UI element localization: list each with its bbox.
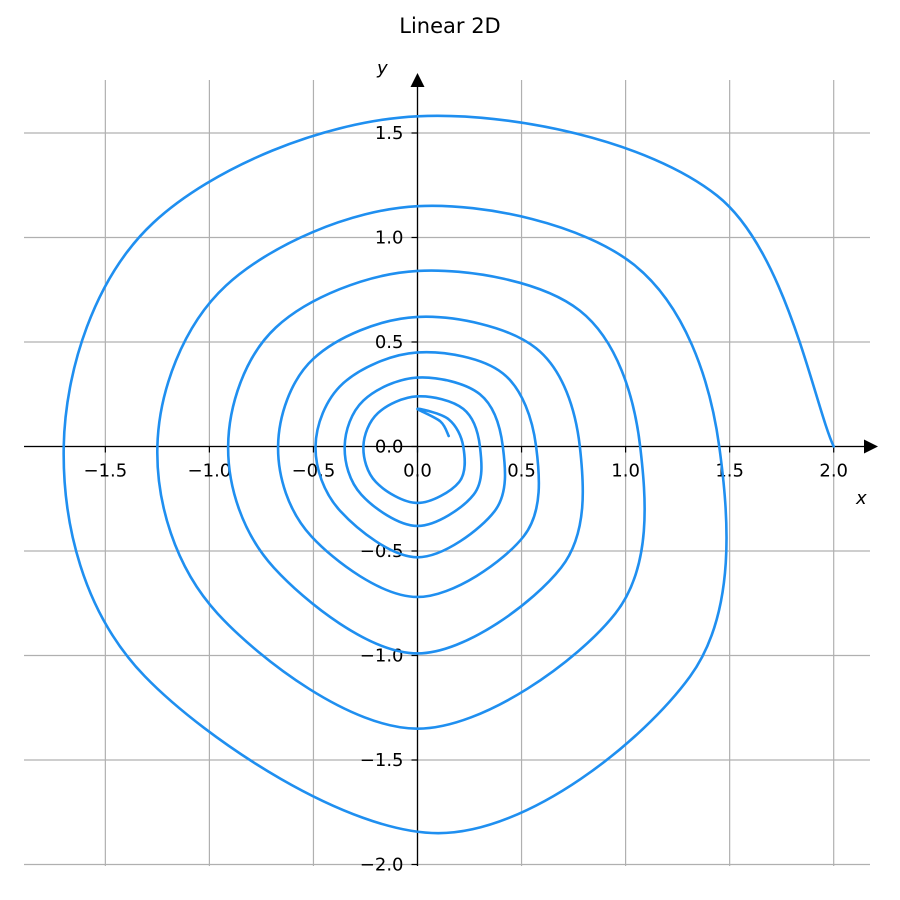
y-axis-label: y bbox=[376, 58, 388, 79]
y-tick-label: −1.0 bbox=[360, 646, 404, 667]
y-tick-label: −1.5 bbox=[360, 750, 404, 771]
x-tick-label: 1.5 bbox=[715, 461, 744, 482]
x-axis-arrow bbox=[864, 439, 878, 454]
x-tick-label: −1.0 bbox=[188, 461, 232, 482]
y-axis-arrow bbox=[410, 73, 425, 87]
y-tick-label: −0.5 bbox=[360, 541, 404, 562]
y-tick-label: 1.0 bbox=[375, 228, 404, 249]
axes bbox=[24, 73, 878, 866]
x-tick-label: 0.0 bbox=[403, 461, 432, 482]
x-tick-label: 1.0 bbox=[611, 461, 640, 482]
series-group bbox=[62, 114, 835, 835]
x-tick-label: 0.5 bbox=[507, 461, 536, 482]
grid-lines bbox=[24, 80, 870, 866]
spiral-series-line bbox=[62, 114, 835, 835]
y-tick-label: 0.5 bbox=[375, 332, 404, 353]
ticks: −1.5 −1.0 −0.5 0.0 0.5 1.0 1.5 2.0 −2.0 −1.5 −1.0 −… bbox=[83, 123, 848, 876]
x-tick-label: 2.0 bbox=[819, 461, 848, 482]
y-tick-label: 1.5 bbox=[375, 123, 404, 144]
y-tick-label: −2.0 bbox=[360, 855, 404, 876]
x-tick-label: −1.5 bbox=[83, 461, 127, 482]
y-tick-label: 0.0 bbox=[375, 437, 404, 458]
x-axis-label: x bbox=[855, 488, 867, 509]
chart-title: Linear 2D bbox=[399, 14, 501, 38]
x-tick-label: −0.5 bbox=[292, 461, 336, 482]
